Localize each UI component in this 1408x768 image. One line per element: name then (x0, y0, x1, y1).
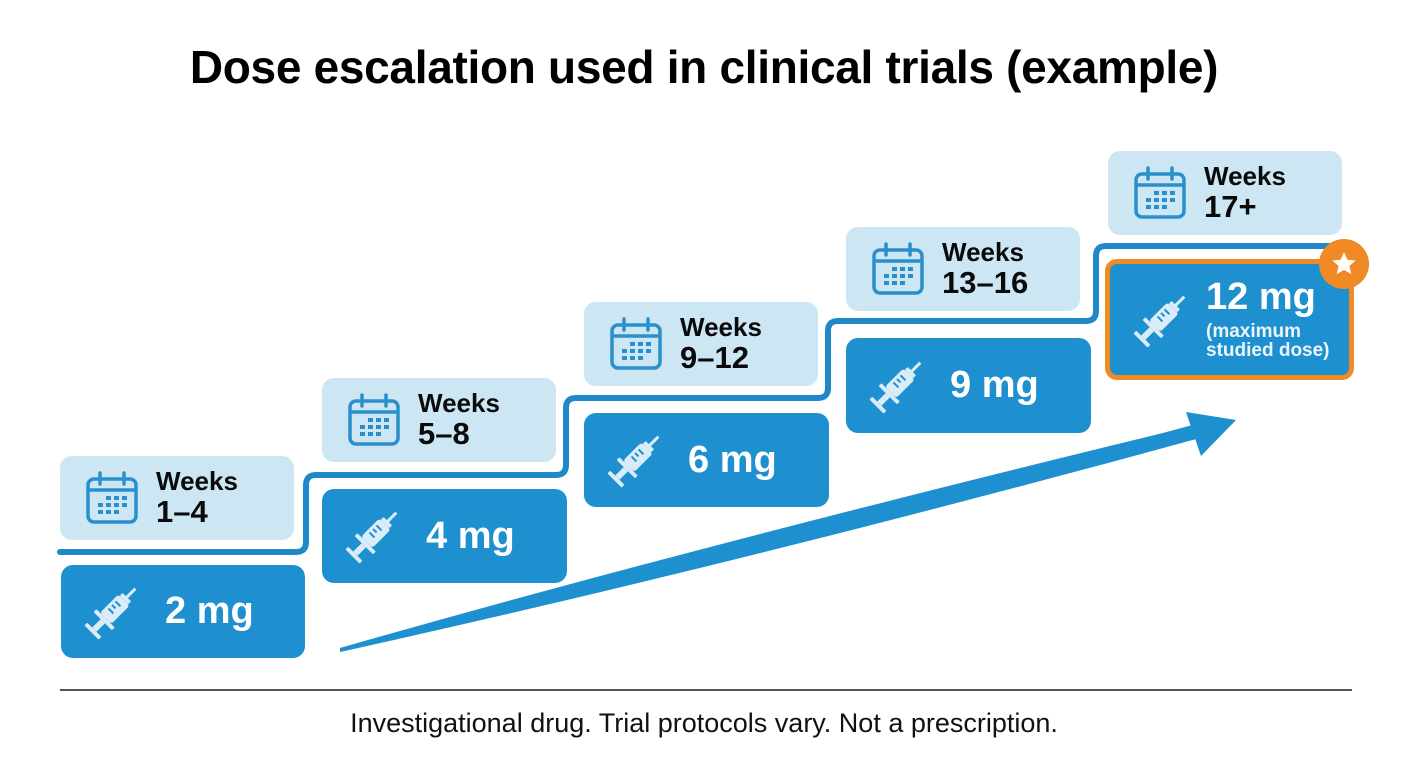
weeks-range: 5–8 (418, 416, 470, 452)
dose-value: 9 mg (950, 364, 1039, 406)
weeks-card-step-3: Weeks 9–12 (584, 302, 818, 386)
calendar-icon (608, 316, 664, 372)
footer-divider (60, 689, 1352, 691)
dose-card-step-1: 2 mg (61, 565, 305, 658)
weeks-range: 1–4 (156, 494, 208, 530)
weeks-label: Weeks (1204, 161, 1286, 192)
weeks-card-step-4: Weeks 13–16 (846, 227, 1080, 311)
dose-card-step-2: 4 mg (322, 489, 567, 583)
weeks-label: Weeks (418, 388, 500, 419)
dose-card-step-4: 9 mg (846, 338, 1091, 433)
disclaimer-footnote: Investigational drug. Trial protocols va… (350, 708, 1058, 738)
dose-value: 6 mg (688, 438, 777, 481)
syringe-icon (866, 355, 928, 417)
page-title: Dose escalation used in clinical trials … (189, 41, 1219, 93)
star-icon (1332, 252, 1356, 275)
weeks-card-step-2: Weeks 5–8 (322, 378, 556, 462)
syringe-icon (604, 429, 666, 491)
weeks-label: Weeks (942, 237, 1024, 268)
dose-note-line-1: (maximum (1206, 320, 1302, 342)
dose-note-line-2: studied dose) (1206, 340, 1330, 362)
syringe-icon (1130, 289, 1192, 351)
calendar-icon (1132, 165, 1188, 221)
dose-value: 4 mg (426, 514, 515, 557)
dose-card-step-5-max: 12 mg (maximum studied dose) (1105, 259, 1354, 380)
trend-arrow-icon (340, 412, 1236, 652)
max-dose-badge (1319, 239, 1369, 289)
weeks-label: Weeks (156, 466, 238, 497)
weeks-label: Weeks (680, 312, 762, 343)
weeks-range: 9–12 (680, 340, 749, 376)
syringe-icon (81, 581, 143, 643)
weeks-range: 17+ (1204, 189, 1257, 225)
calendar-icon (346, 392, 402, 448)
weeks-range: 13–16 (942, 265, 1029, 301)
dose-value: 2 mg (165, 590, 254, 632)
weeks-card-step-1: Weeks 1–4 (60, 456, 294, 540)
dose-card-step-3: 6 mg (584, 413, 829, 507)
dose-value: 12 mg (1206, 275, 1316, 318)
calendar-icon (870, 241, 926, 297)
calendar-icon (84, 470, 140, 526)
weeks-card-step-5: Weeks 17+ (1108, 151, 1342, 235)
syringe-icon (342, 505, 404, 567)
